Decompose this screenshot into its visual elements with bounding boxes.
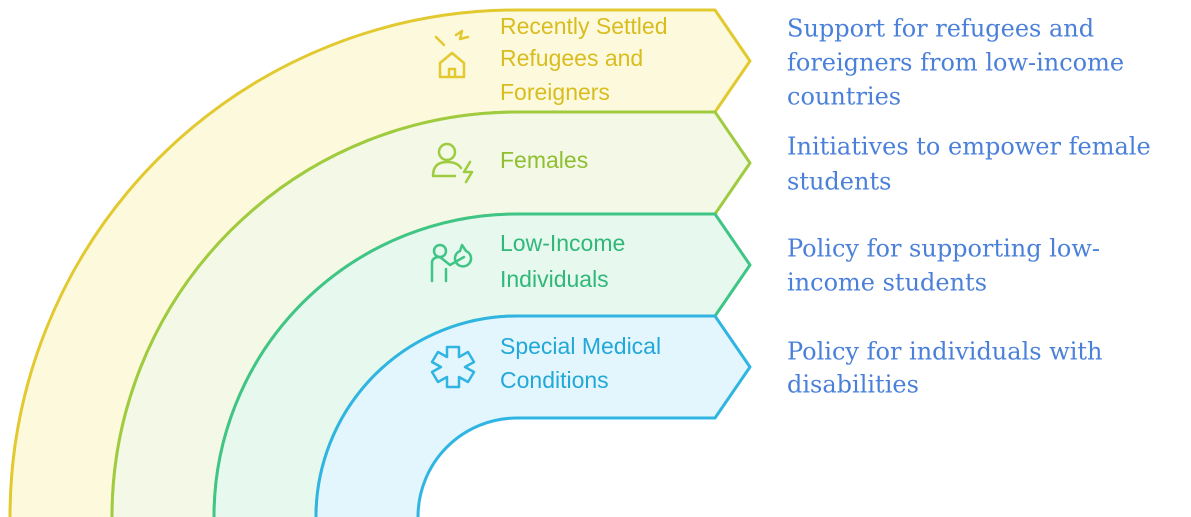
band-icon bbox=[431, 142, 474, 184]
person-body bbox=[431, 160, 474, 184]
band-icon bbox=[434, 29, 470, 79]
band-description: Policy for supporting low- bbox=[787, 235, 1100, 263]
band-label: Low-Income bbox=[500, 230, 625, 256]
band-description: Policy for individuals with bbox=[787, 338, 1103, 366]
band-label: Individuals bbox=[500, 266, 609, 292]
band-description: countries bbox=[787, 83, 901, 111]
house-icon bbox=[434, 29, 470, 79]
band-description: Initiatives to empower female bbox=[787, 133, 1151, 161]
medical-star bbox=[430, 345, 476, 389]
band-label: Conditions bbox=[500, 367, 609, 393]
band-description: foreigners from low-income bbox=[787, 49, 1124, 77]
band-description: income students bbox=[787, 269, 987, 297]
band-icon bbox=[430, 345, 476, 389]
band-label: Recently Settled bbox=[500, 13, 667, 39]
band-description: disabilities bbox=[787, 371, 919, 399]
person-body bbox=[430, 243, 473, 283]
band bbox=[314, 314, 752, 517]
band-label: Special Medical bbox=[500, 333, 661, 359]
band-icon bbox=[430, 243, 473, 283]
band-label: Females bbox=[500, 147, 588, 173]
band-description: students bbox=[787, 168, 891, 196]
person-head bbox=[437, 142, 457, 162]
band-description: Support for refugees and bbox=[787, 15, 1094, 43]
band-label: Foreigners bbox=[500, 79, 610, 105]
band-label: Refugees and bbox=[500, 45, 643, 71]
